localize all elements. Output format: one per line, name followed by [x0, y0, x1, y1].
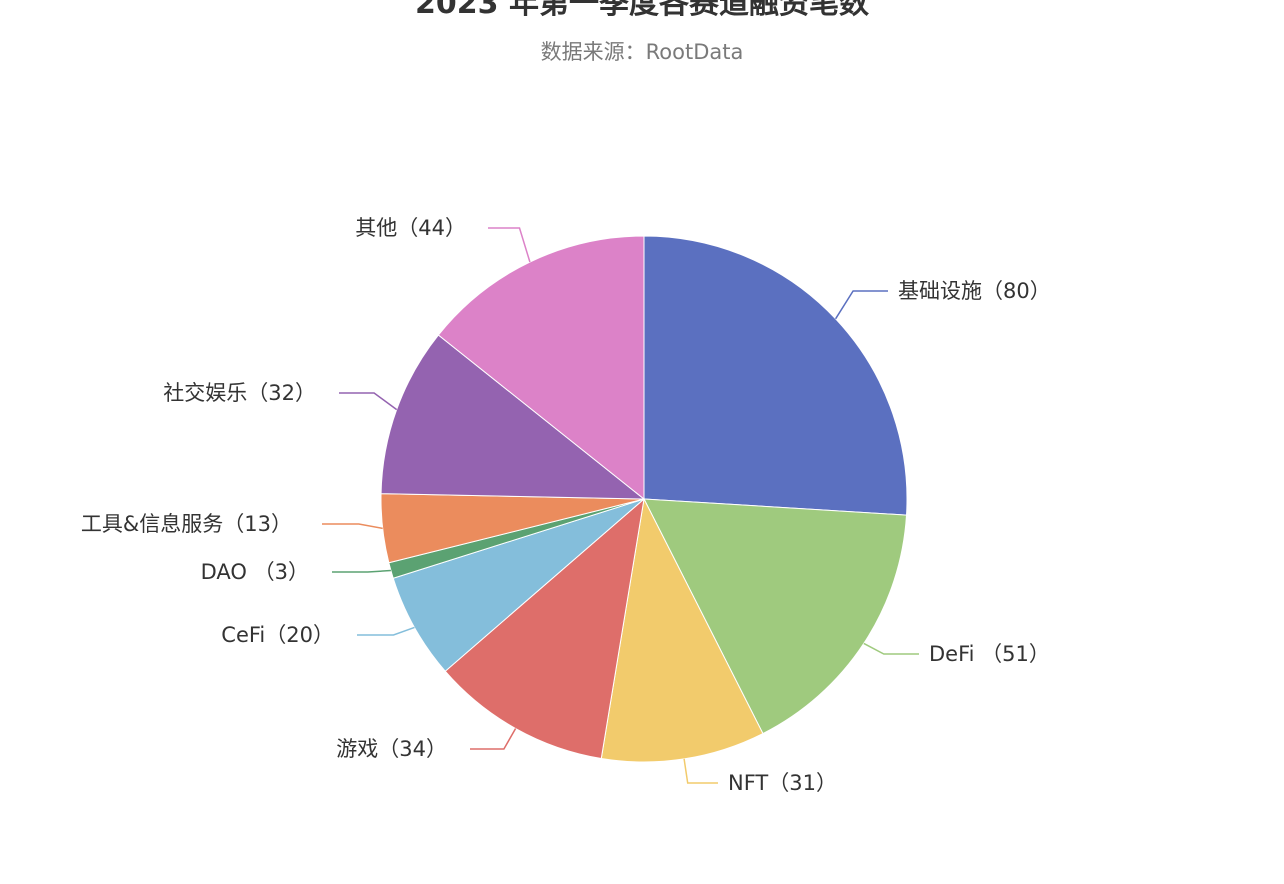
slice-label-1: 基础设施（80） [898, 279, 1051, 303]
slice-label-6: DAO （3） [201, 560, 309, 584]
chart-subtitle: 数据来源：RootData [540, 40, 744, 64]
leader-line-8 [339, 392, 398, 411]
slice-label-2: DeFi （51） [929, 642, 1050, 666]
pie-slices [380, 235, 908, 763]
leader-line-5 [357, 626, 415, 636]
slice-label-9: 其他（44） [355, 216, 466, 240]
pie-slice-1 [643, 235, 908, 516]
pie-slice-2 [643, 498, 908, 735]
leader-line-2 [863, 642, 919, 655]
leader-line-9 [488, 227, 531, 263]
slice-label-3: NFT（31） [728, 771, 837, 795]
leader-line-4 [470, 728, 517, 750]
chart-title: 2023 年第一季度各赛道融资笔数 [415, 0, 869, 21]
slice-label-4: 游戏（34） [336, 737, 447, 761]
leader-line-3 [683, 758, 718, 784]
slice-label-8: 社交娱乐（32） [163, 381, 316, 405]
label-leader-lines [322, 227, 919, 784]
pie-slice-9 [437, 235, 645, 501]
slice-label-7: 工具&信息服务（13） [81, 512, 292, 536]
slice-label-5: CeFi（20） [221, 623, 334, 647]
leader-line-6 [332, 569, 391, 573]
slice-labels: 基础设施（80） DeFi （51） NFT（31） 游戏（34） CeFi（20） DA… [81, 216, 1051, 795]
pie-slice-3 [600, 497, 764, 763]
pie-slice-8 [380, 334, 646, 500]
leader-line-1 [834, 290, 888, 320]
leader-line-7 [322, 523, 383, 530]
